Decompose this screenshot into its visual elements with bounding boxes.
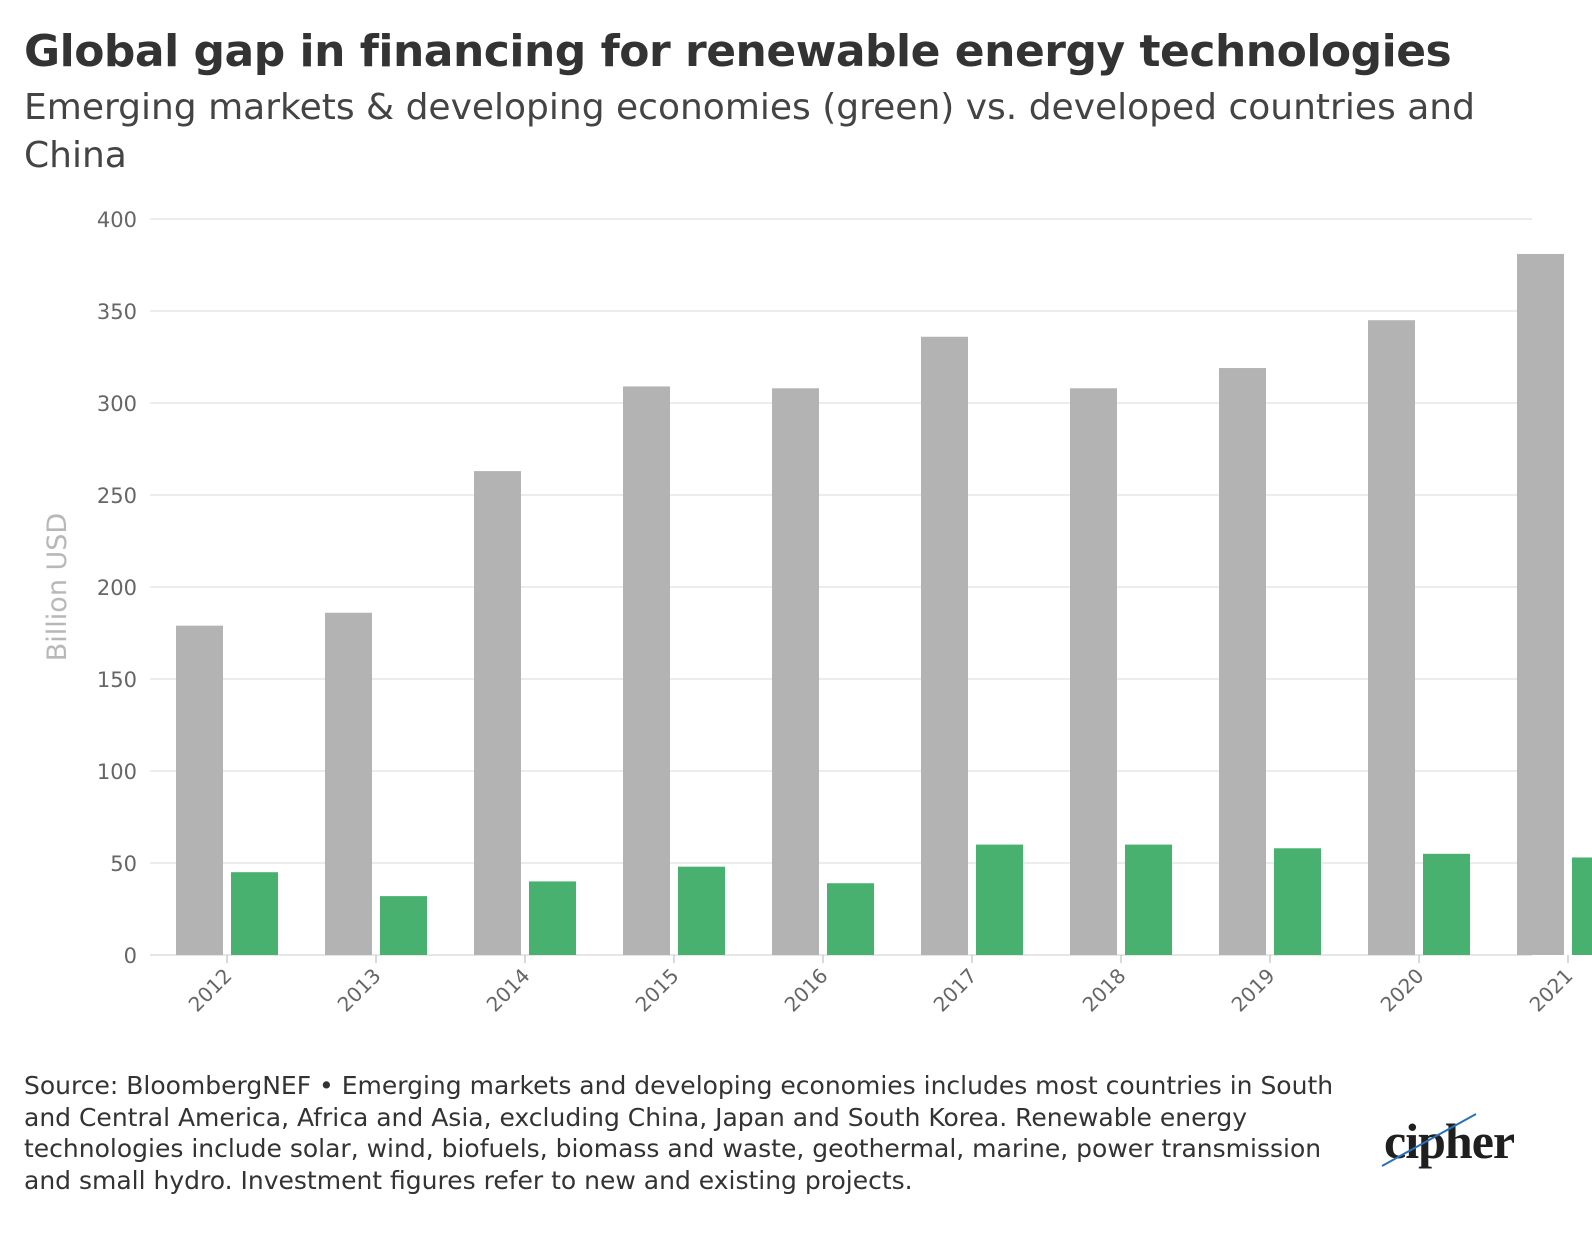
x-tick-label: 2020 (1376, 964, 1429, 1017)
x-tick-label: 2021 (1525, 964, 1578, 1017)
bar-developed-2016 (772, 388, 819, 955)
chart-title: Global gap in financing for renewable en… (24, 26, 1452, 77)
y-tick-label: 150 (97, 668, 137, 692)
bar-emerging-2014 (529, 881, 576, 955)
bar-developed-2018 (1070, 388, 1117, 955)
bar-developed-2015 (623, 386, 670, 955)
x-tick-label: 2013 (333, 964, 386, 1017)
bar-emerging-2013 (380, 896, 427, 955)
bars (176, 253, 1592, 956)
y-tick-label: 350 (97, 300, 137, 324)
bar-developed-2017 (921, 336, 968, 955)
x-tick-label: 2019 (1227, 964, 1280, 1017)
bar-developed-2014 (474, 471, 521, 955)
bar-emerging-2017 (976, 844, 1023, 955)
y-axis-ticks: 0 50 100 150 200 250 300 350 400 (97, 208, 137, 968)
bar-developed-2013 (325, 612, 372, 955)
bar-developed-2012 (176, 625, 223, 955)
bar-emerging-2016 (827, 883, 874, 955)
y-tick-label: 50 (110, 852, 137, 876)
x-tick-label: 2017 (929, 964, 982, 1017)
logo-slash (1381, 1113, 1477, 1167)
bar-emerging-2015 (678, 866, 725, 955)
y-tick-label: 100 (97, 760, 137, 784)
bar-emerging-2021 (1572, 857, 1592, 955)
y-tick-label: 250 (97, 484, 137, 508)
x-tick-label: 2015 (631, 964, 684, 1017)
logo-text: cipher (1384, 1113, 1515, 1169)
bar-developed-2021 (1517, 253, 1564, 956)
y-axis-label: Billion USD (42, 513, 73, 661)
bar-emerging-2020 (1423, 853, 1470, 955)
x-tick-label: 2016 (780, 964, 833, 1017)
bar-emerging-2012 (231, 872, 278, 955)
x-tick-label: 2014 (482, 964, 535, 1017)
bar-developed-2020 (1368, 320, 1415, 955)
x-tick-label: 2018 (1078, 964, 1131, 1017)
y-tick-label: 0 (124, 944, 137, 968)
bar-developed-2019 (1219, 368, 1266, 955)
bar-emerging-2018 (1125, 844, 1172, 955)
x-tick-label: 2012 (184, 964, 237, 1017)
y-tick-label: 200 (97, 576, 137, 600)
x-axis-ticks: 2012 2013 2014 2015 2016 2017 2018 2019 2020 2021 (184, 955, 1578, 1017)
source-footnote: Source: BloombergNEF • Emerging markets … (24, 1071, 1334, 1195)
y-tick-label: 300 (97, 392, 137, 416)
cipher-logo: cipher (1381, 1113, 1516, 1169)
y-tick-label: 400 (97, 208, 137, 232)
bar-emerging-2019 (1274, 848, 1321, 955)
chart-subtitle: Emerging markets & developing economies … (24, 87, 1475, 176)
